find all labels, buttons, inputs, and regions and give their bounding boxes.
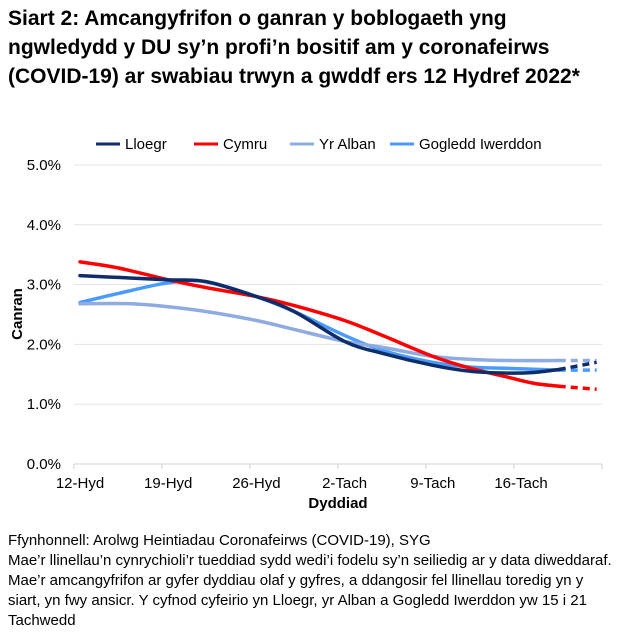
y-tick-label: 2.0%: [27, 336, 61, 353]
y-tick-label: 1.0%: [27, 396, 61, 413]
x-tick-label: 2-Tach: [322, 475, 367, 492]
source-note: Ffynhonnell: Arolwg Heintiadau Coronafei…: [8, 532, 431, 549]
y-tick-label: 5.0%: [27, 157, 61, 174]
y-tick-label: 4.0%: [27, 217, 61, 234]
x-axis-title: Dyddiad: [308, 495, 367, 512]
series-line-lloegr: [78, 273, 561, 375]
x-tick-label: 19-Hyd: [144, 475, 192, 492]
x-tick-label: 26-Hyd: [232, 475, 280, 492]
x-tick-label: 16-Tach: [494, 475, 547, 492]
y-tick-label: 0.0%: [27, 456, 61, 473]
legend-label: Gogledd Iwerddon: [419, 136, 542, 153]
legend-label: Yr Alban: [319, 136, 376, 153]
series-line-gogledd-iwerddon: [78, 278, 561, 372]
y-tick-label: 3.0%: [27, 277, 61, 294]
method-note: Mae’r llinellau’n cynrychioli’r tueddiad…: [8, 552, 612, 629]
chart-title: Siart 2: Amcangyfrifon o ganran y boblog…: [8, 7, 580, 88]
series-line-yr-alban: [78, 301, 561, 363]
x-tick-label: 9-Tach: [410, 475, 455, 492]
series-dashed-lloegr: [558, 360, 597, 372]
legend-label: Lloegr: [125, 136, 167, 153]
chart-notes: Ffynhonnell: Arolwg Heintiadau Coronafei…: [8, 531, 618, 631]
y-axis-title: Canran: [9, 288, 26, 340]
x-tick-label: 12-Hyd: [56, 475, 104, 492]
legend-label: Cymru: [223, 136, 267, 153]
series-dashed-cymru: [558, 384, 597, 391]
line-chart: 0.0% 1.0% 2.0% 3.0% 4.0% 5.0% 12-Hyd 19-Hyd 26-H…: [9, 136, 603, 512]
